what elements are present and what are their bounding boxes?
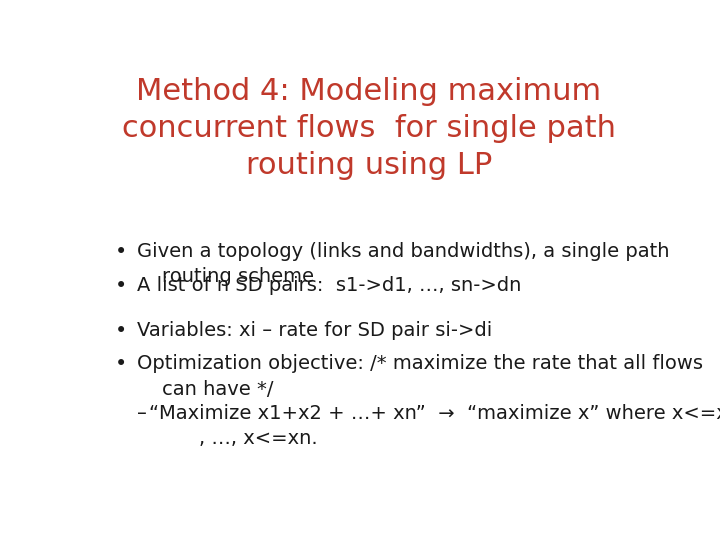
Text: •: • (114, 354, 127, 374)
Text: •: • (114, 276, 127, 296)
Text: Given a topology (links and bandwidths), a single path
    routing scheme: Given a topology (links and bandwidths),… (138, 241, 670, 286)
Text: •: • (114, 321, 127, 341)
Text: Optimization objective: /* maximize the rate that all flows
    can have */: Optimization objective: /* maximize the … (138, 354, 703, 399)
Text: •: • (114, 241, 127, 261)
Text: –: – (138, 404, 148, 423)
Text: A list of n SD pairs:  s1->d1, …, sn->dn: A list of n SD pairs: s1->d1, …, sn->dn (138, 276, 522, 295)
Text: Method 4: Modeling maximum
concurrent flows  for single path
routing using LP: Method 4: Modeling maximum concurrent fl… (122, 77, 616, 180)
Text: Variables: xi – rate for SD pair si->di: Variables: xi – rate for SD pair si->di (138, 321, 492, 340)
Text: “Maximize x1+x2 + …+ xn”  →  “maximize x” where x<=x1, x<=x2
        , …, x<=xn.: “Maximize x1+x2 + …+ xn” → “maximize x” … (148, 404, 720, 448)
